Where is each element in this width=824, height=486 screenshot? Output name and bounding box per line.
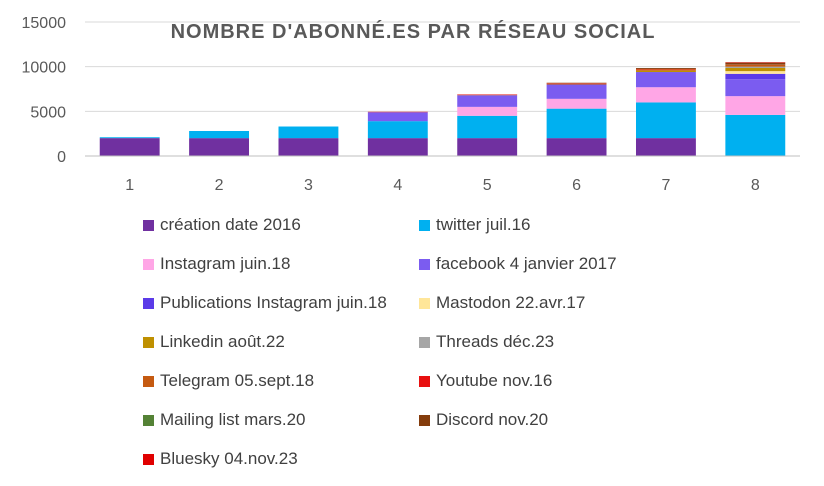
bar-segment xyxy=(725,68,786,72)
x-tick-label: 2 xyxy=(215,177,224,194)
legend-item: Linkedin août.22 xyxy=(143,332,285,352)
x-tick-label: 5 xyxy=(483,177,492,194)
bar-segment xyxy=(635,138,696,156)
legend-label: Threads déc.23 xyxy=(436,332,555,351)
bar-segment xyxy=(725,114,786,156)
bar-segment xyxy=(457,115,518,139)
bar-segment xyxy=(99,138,160,156)
bar-segment xyxy=(457,106,518,116)
legend-swatch xyxy=(143,453,154,465)
bar-segment xyxy=(546,108,607,139)
legend-item: Bluesky 04.nov.23 xyxy=(143,449,298,469)
legend-swatch xyxy=(419,375,430,387)
legend-swatch xyxy=(143,219,154,231)
bar-segment xyxy=(635,87,696,103)
legend-label: Mastodon 22.avr.17 xyxy=(436,293,586,312)
bar-segment xyxy=(278,126,339,139)
legend-swatch xyxy=(419,414,430,426)
legend-label: Bluesky 04.nov.23 xyxy=(160,449,298,468)
bar-segment xyxy=(367,138,428,156)
bar-segment xyxy=(635,70,696,73)
bar-segment xyxy=(546,138,607,156)
y-tick-label: 10000 xyxy=(22,60,67,77)
bar-segment xyxy=(725,96,786,115)
bar-segment xyxy=(278,138,339,156)
bar-segment xyxy=(725,62,786,64)
legend-item: facebook 4 janvier 2017 xyxy=(419,254,617,274)
bar-segment xyxy=(367,112,428,122)
legend-item: Telegram 05.sept.18 xyxy=(143,371,314,391)
legend-label: Instagram juin.18 xyxy=(160,254,291,273)
x-tick-label: 3 xyxy=(304,177,313,194)
legend-label: création date 2016 xyxy=(160,215,301,234)
legend-item: Mailing list mars.20 xyxy=(143,410,306,430)
bar-segment xyxy=(635,68,696,69)
chart-title: NOMBRE D'ABONNÉ.ES PAR RÉSEAU SOCIAL xyxy=(171,20,656,43)
legend-item: Instagram juin.18 xyxy=(143,254,290,274)
legend-item: Threads déc.23 xyxy=(419,332,554,352)
bar-segment xyxy=(189,130,250,139)
legend-label: Telegram 05.sept.18 xyxy=(160,371,315,390)
legend-label: Discord nov.20 xyxy=(436,410,549,429)
bar-segment xyxy=(546,84,607,99)
bar-segment xyxy=(725,66,786,69)
bar-segment xyxy=(725,73,786,80)
bar-segment xyxy=(457,138,518,156)
legend-label: facebook 4 janvier 2017 xyxy=(436,254,617,273)
legend-item: Publications Instagram juin.18 xyxy=(143,293,387,313)
legend-swatch xyxy=(143,375,154,387)
x-tick-label: 4 xyxy=(393,177,402,194)
bar-segment xyxy=(635,72,696,88)
bar-segment xyxy=(367,121,428,139)
legend-label: Publications Instagram juin.18 xyxy=(160,293,387,312)
legend-label: Youtube nov.16 xyxy=(436,371,553,390)
legend-swatch xyxy=(143,414,154,426)
bar-segment xyxy=(189,138,250,156)
bar-segment xyxy=(457,95,518,107)
bar-segment xyxy=(546,98,607,109)
bar-segment xyxy=(725,64,786,67)
legend-item: Mastodon 22.avr.17 xyxy=(419,293,585,313)
legend-item: twitter juil.16 xyxy=(419,215,530,235)
x-tick-label: 8 xyxy=(751,177,760,194)
y-tick-label: 0 xyxy=(57,149,66,166)
x-tick-label: 6 xyxy=(572,177,581,194)
legend-swatch xyxy=(419,219,430,231)
y-tick-label: 15000 xyxy=(22,15,67,32)
legend-item: création date 2016 xyxy=(143,215,301,235)
legend-swatch xyxy=(419,336,430,348)
axes: 0 5000 10000 15000 1 2 3 4 5 6 7 8 xyxy=(22,15,800,194)
legend-swatch xyxy=(143,297,154,309)
x-tick-label: 1 xyxy=(125,177,134,194)
legend-swatch xyxy=(143,258,154,270)
bar-segment xyxy=(546,83,607,85)
legend-label: twitter juil.16 xyxy=(436,215,531,234)
bars xyxy=(99,62,786,156)
y-tick-label: 5000 xyxy=(30,104,66,121)
legend-item: Youtube nov.16 xyxy=(419,371,552,391)
legend-label: Linkedin août.22 xyxy=(160,332,285,351)
bar-segment xyxy=(635,102,696,139)
legend-label: Mailing list mars.20 xyxy=(160,410,306,429)
legend-item: Discord nov.20 xyxy=(419,410,548,430)
legend-swatch xyxy=(419,297,430,309)
x-tick-label: 7 xyxy=(661,177,670,194)
bar-segment xyxy=(725,71,786,74)
legend-swatch xyxy=(143,336,154,348)
bar-segment xyxy=(725,79,786,97)
legend-swatch xyxy=(419,258,430,270)
bar-segment xyxy=(99,137,160,139)
bar-segment xyxy=(635,69,696,71)
